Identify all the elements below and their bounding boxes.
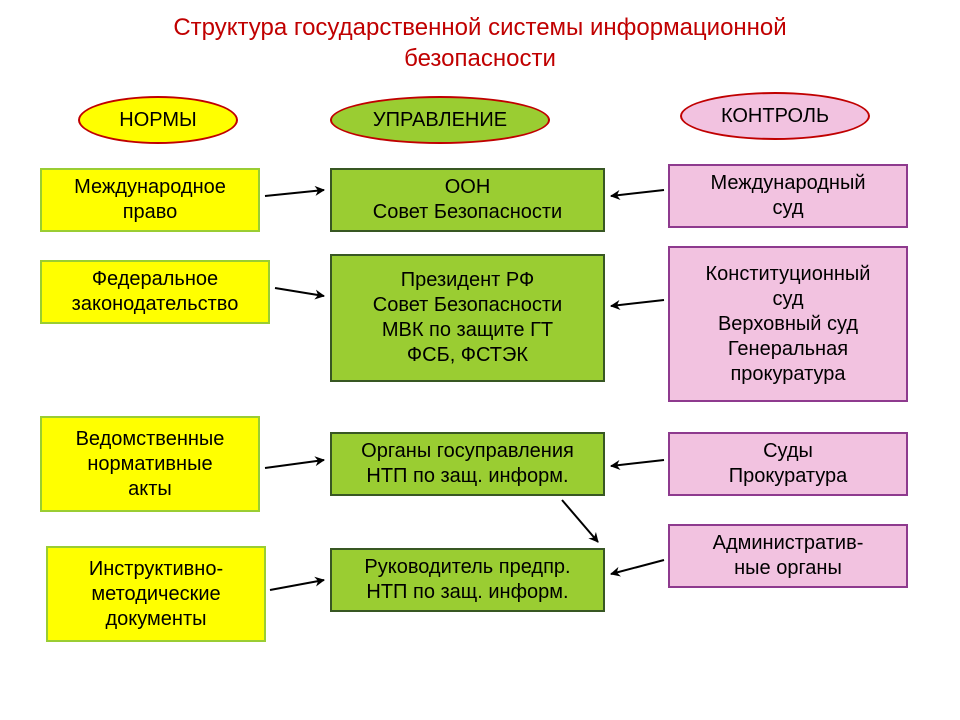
header-norms: НОРМЫ — [78, 96, 238, 144]
box-l4-text: Инструктивно- методические документы — [89, 557, 223, 632]
box-r3: Суды Прокуратура — [668, 432, 908, 496]
box-c1: ООН Совет Безопасности — [330, 168, 605, 232]
box-c3-text: Органы госуправления НТП по защ. информ. — [361, 439, 574, 489]
arrow-r2-c2 — [611, 300, 664, 306]
arrow-r3-c3 — [611, 460, 664, 466]
box-r3-text: Суды Прокуратура — [729, 439, 848, 489]
box-l2-text: Федеральное законодательство — [72, 267, 239, 317]
box-c4-text: Руководитель предпр. НТП по защ. информ. — [364, 555, 570, 605]
box-r1-text: Международный суд — [710, 171, 865, 221]
box-c4: Руководитель предпр. НТП по защ. информ. — [330, 548, 605, 612]
arrow-l2-c2 — [275, 288, 324, 296]
arrow-l3-c3 — [265, 460, 324, 468]
box-c2-text: Президент РФ Совет Безопасности МВК по з… — [373, 268, 562, 368]
arrow-c3-c4 — [562, 500, 598, 542]
box-r2: Конституционный суд Верховный суд Генера… — [668, 246, 908, 402]
header-control: УПРАВЛЕНИЕ — [330, 96, 550, 144]
box-l2: Федеральное законодательство — [40, 260, 270, 324]
box-c2: Президент РФ Совет Безопасности МВК по з… — [330, 254, 605, 382]
arrow-r1-c1 — [611, 190, 664, 196]
box-l1: Международное право — [40, 168, 260, 232]
box-l3-text: Ведомственные нормативные акты — [76, 427, 225, 502]
box-r2-text: Конституционный суд Верховный суд Генера… — [706, 262, 871, 387]
box-r4: Административ- ные органы — [668, 524, 908, 588]
page-title: Структура государственной системы информ… — [0, 0, 960, 74]
header-norms-label: НОРМЫ — [119, 109, 196, 131]
header-check: КОНТРОЛЬ — [680, 92, 870, 140]
box-l1-text: Международное право — [74, 175, 226, 225]
header-control-label: УПРАВЛЕНИЕ — [373, 109, 507, 131]
header-check-label: КОНТРОЛЬ — [721, 105, 829, 127]
arrow-l1-c1 — [265, 190, 324, 196]
arrow-r4-c4 — [611, 560, 664, 574]
arrow-l4-c4 — [270, 580, 324, 590]
box-l4: Инструктивно- методические документы — [46, 546, 266, 642]
box-c3: Органы госуправления НТП по защ. информ. — [330, 432, 605, 496]
box-l3: Ведомственные нормативные акты — [40, 416, 260, 512]
box-r1: Международный суд — [668, 164, 908, 228]
box-r4-text: Административ- ные органы — [713, 531, 864, 581]
box-c1-text: ООН Совет Безопасности — [373, 175, 562, 225]
